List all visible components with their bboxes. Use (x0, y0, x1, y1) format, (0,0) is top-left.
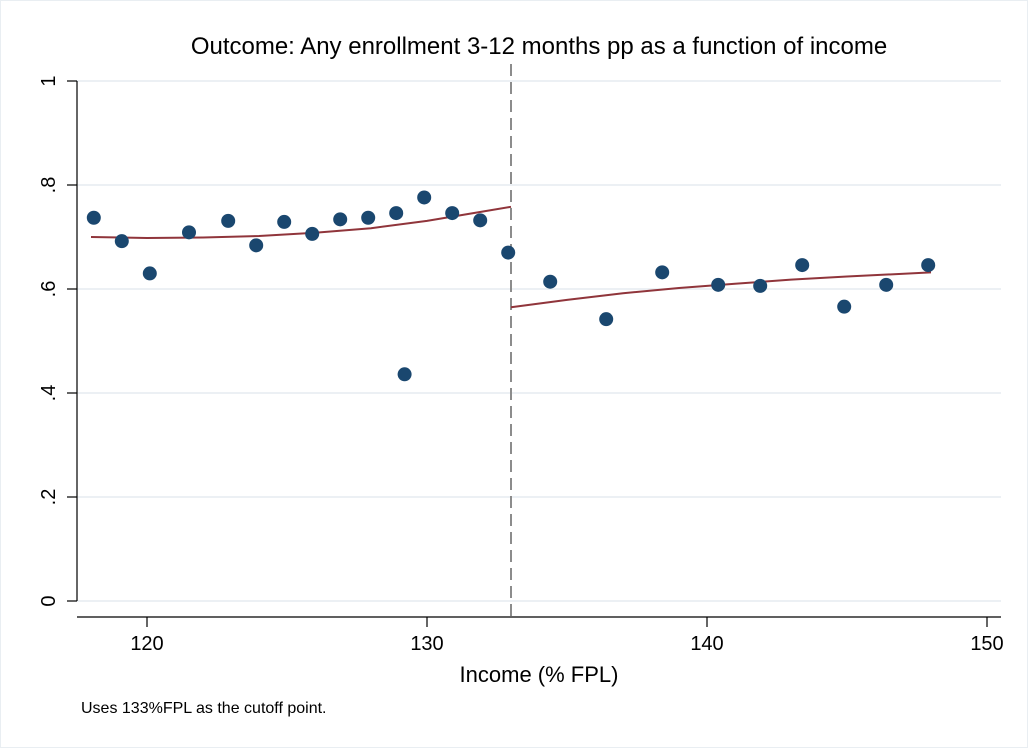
scatter-point (114, 234, 129, 249)
scatter-point (221, 213, 236, 228)
scatter-point (333, 212, 348, 227)
chart-note: Uses 133%FPL as the cutoff point. (81, 700, 326, 717)
scatter-point (182, 225, 196, 240)
scatter-point (445, 206, 460, 221)
scatter-point (599, 312, 614, 327)
chart-title: Outcome: Any enrollment 3-12 months pp a… (191, 33, 887, 60)
scatter-point (543, 274, 558, 289)
scatter-point (795, 258, 810, 273)
scatter-points (86, 190, 936, 382)
scatter-point (753, 278, 768, 293)
scatter-point (921, 258, 936, 273)
y-tick-label: .2 (38, 489, 60, 506)
scatter-point (879, 277, 894, 292)
x-tick-label: 120 (130, 633, 163, 655)
x-tick-label: 150 (970, 633, 1003, 655)
fit-line (510, 271, 932, 309)
gridlines (77, 80, 1001, 602)
scatter-point (361, 210, 376, 225)
scatter-point (473, 213, 488, 228)
x-tick-label: 130 (410, 633, 443, 655)
scatter-point (389, 206, 404, 221)
scatter-point (277, 214, 292, 229)
scatter-point (305, 226, 320, 241)
scatter-point (655, 265, 670, 280)
axes: 0 .2 .4 .6 .8 1 120 130 140 150 (38, 75, 1004, 655)
y-tick-label: .4 (38, 385, 60, 402)
scatter-point (249, 238, 264, 253)
scatter-point (417, 190, 432, 205)
x-axis-label: Income (% FPL) (460, 662, 619, 687)
y-tick-label: .8 (38, 177, 60, 194)
y-tick-label: 0 (38, 595, 60, 606)
y-tick-label: 1 (38, 75, 60, 86)
scatter-point (501, 245, 516, 260)
scatter-point (837, 299, 852, 314)
scatter-point (86, 210, 101, 225)
scatter-point (397, 367, 412, 382)
scatter-point (142, 266, 157, 281)
x-tick-label: 140 (690, 633, 723, 655)
y-tick-label: .6 (38, 281, 60, 298)
scatter-point (711, 277, 726, 292)
